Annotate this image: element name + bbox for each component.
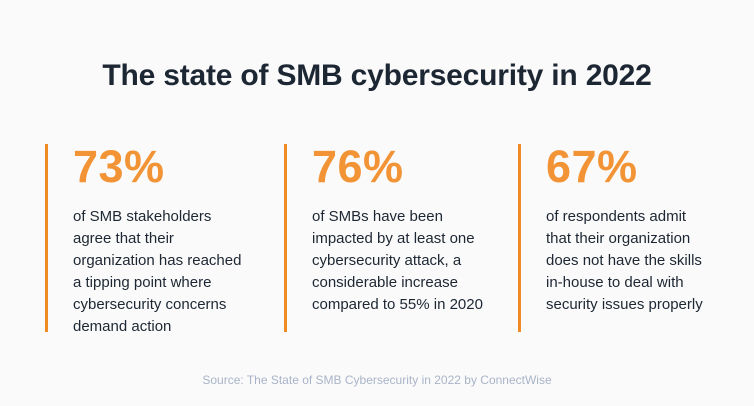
stat-value: 73%: [73, 141, 165, 192]
stat-description: of SMBs have been impacted by at least o…: [312, 208, 483, 313]
stat-value: 76%: [312, 141, 404, 192]
stat-card-respondents: 67% of respondents admit that their orga…: [518, 144, 748, 332]
page-title: The state of SMB cybersecurity in 2022: [102, 59, 652, 92]
stat-description: of respondents admit that their organiza…: [546, 208, 703, 313]
stat-card-smbs-impacted: 76% of SMBs have been impacted by at lea…: [284, 144, 514, 332]
source-caption: Source: The State of SMB Cybersecurity i…: [202, 373, 552, 387]
stat-card-smb-stakeholders: 73% of SMB stakeholders agree that their…: [45, 141, 275, 335]
stat-value: 67%: [546, 141, 638, 192]
stat-description: of SMB stakeholders agree that their org…: [73, 208, 242, 335]
